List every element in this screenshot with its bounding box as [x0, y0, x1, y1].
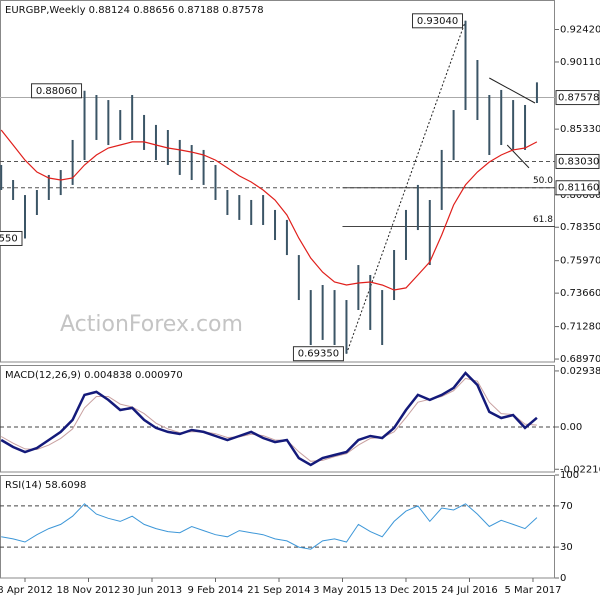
- x-tick-label: 5 Mar 2017: [504, 585, 561, 596]
- price-label: 0.81160: [558, 183, 599, 194]
- x-tick-label: 8 Apr 2012: [0, 585, 53, 596]
- moving-average: [0, 129, 538, 291]
- x-tick-label: 13 Dec 2015: [374, 585, 438, 596]
- y-tick-label: 0.68970: [560, 354, 600, 365]
- trend-line: [506, 144, 530, 169]
- x-tick-label: 9 Feb 2014: [188, 585, 244, 596]
- x-tick-label: 18 Nov 2012: [56, 585, 120, 596]
- y-tick-label: 0.92420: [560, 25, 600, 36]
- y-tick-label: 0.78350: [560, 222, 600, 233]
- rsi-panel: [0, 475, 555, 579]
- annotation-box: [31, 83, 83, 99]
- macd-panel: [0, 365, 555, 473]
- annotation-label: 0.88060: [36, 86, 77, 97]
- fib-label: 50.0: [533, 176, 553, 186]
- y-tick-label: 30: [560, 542, 573, 553]
- y-tick-label: 0.00: [560, 422, 582, 433]
- x-tick-label: 30 Jun 2013: [122, 585, 182, 596]
- fib-label: 61.8: [533, 215, 553, 225]
- x-tick-label: 24 Jul 2016: [441, 585, 498, 596]
- price-label: 0.87578: [558, 93, 599, 104]
- y-tick-label: 0.75970: [560, 256, 600, 267]
- y-tick-label: 0.80660: [560, 190, 600, 201]
- main-panel: [0, 0, 555, 363]
- y-tick-label: -0.022161: [560, 464, 600, 475]
- indicator-line: [0, 377, 537, 462]
- annotation-label: 0.77550: [0, 233, 18, 244]
- indicator-line: [1, 503, 538, 550]
- x-tick-label: 3 May 2015: [313, 585, 372, 596]
- x-tick-label: 21 Sep 2014: [247, 585, 310, 596]
- trend-line: [489, 77, 536, 104]
- annotation-box: [0, 230, 23, 246]
- y-tick-label: 0: [560, 573, 566, 584]
- price-label-box: [555, 180, 600, 196]
- panel-title: MACD(12,26,9) 0.004838 0.000970: [5, 370, 183, 381]
- panel-title: RSI(14) 58.6098: [5, 480, 86, 491]
- trend-line: [346, 20, 466, 354]
- y-tick-label: 100: [560, 470, 579, 481]
- price-label-box: [555, 90, 600, 106]
- y-tick-label: 70: [560, 501, 573, 512]
- price-label: 0.83030: [558, 156, 599, 167]
- annotation-label: 0.69350: [298, 349, 339, 360]
- y-tick-label: 0.71280: [560, 322, 600, 333]
- annotation-box: [292, 346, 344, 362]
- y-tick-label: 0.73660: [560, 288, 600, 299]
- annotation-box: [412, 13, 464, 29]
- annotation-label: 0.93040: [417, 16, 458, 27]
- panel-title: EURGBP,Weekly 0.88124 0.88656 0.87188 0.…: [5, 5, 264, 16]
- y-tick-label: 0.90110: [560, 57, 600, 68]
- price-label-box: [555, 153, 600, 169]
- y-tick-label: 0.029387: [560, 366, 600, 377]
- y-tick-label: 0.85330: [560, 124, 600, 135]
- indicator-line: [0, 371, 538, 467]
- watermark: ActionForex.com: [60, 312, 243, 337]
